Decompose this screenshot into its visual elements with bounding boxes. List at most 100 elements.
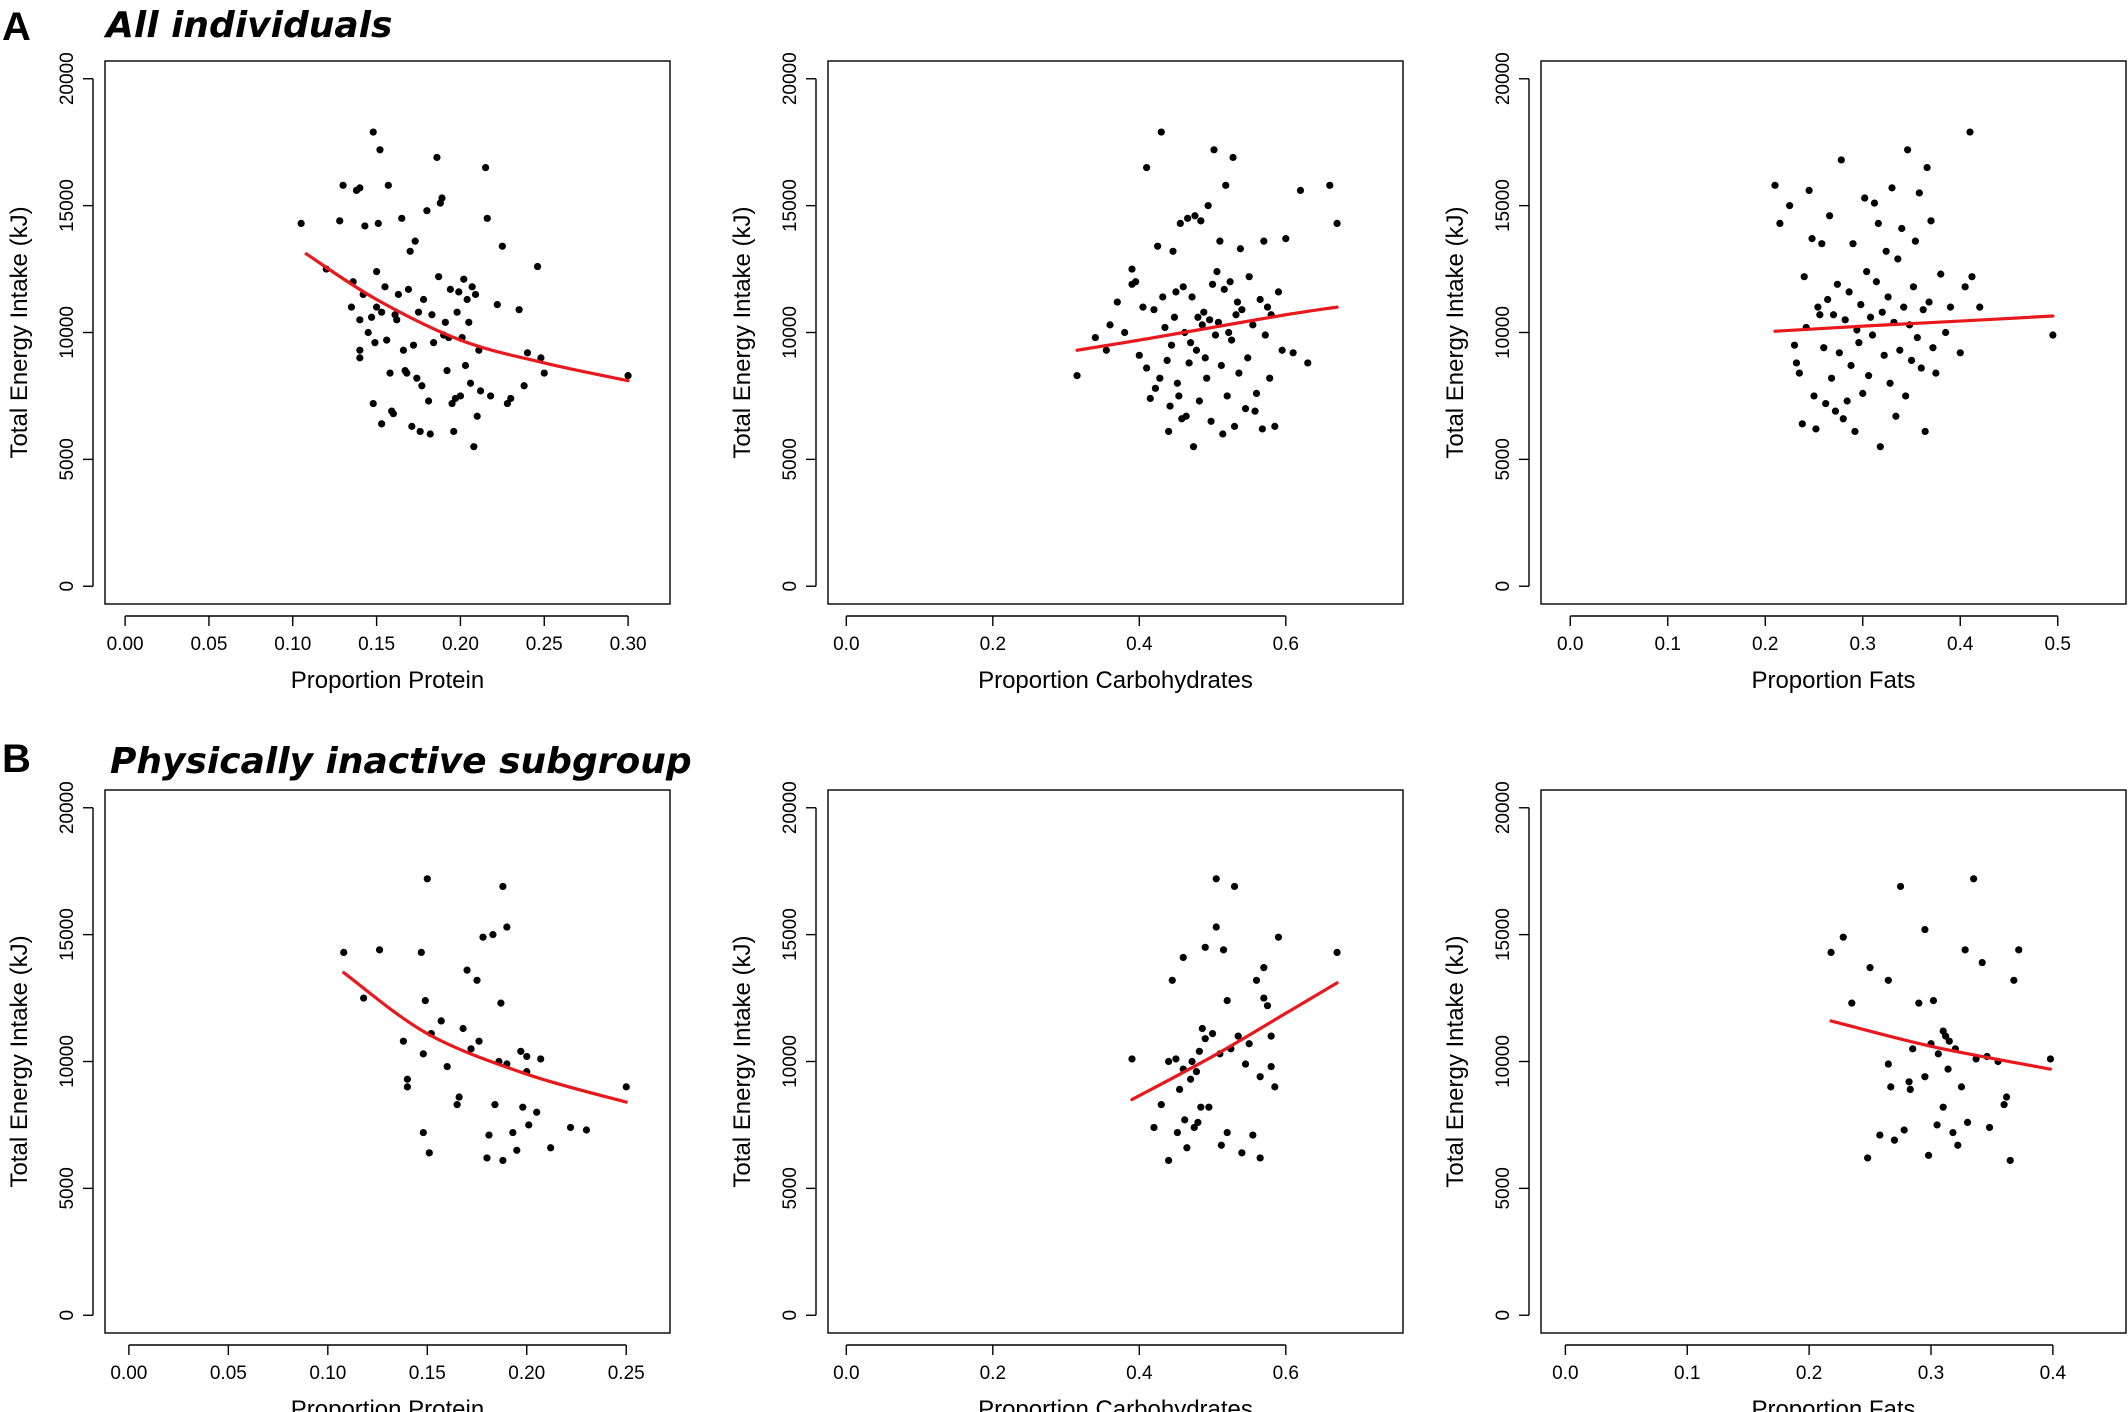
data-point [471,290,480,299]
data-point [1878,308,1886,316]
data-point [381,283,389,291]
data-point [523,1052,531,1061]
data-point [1917,364,1925,372]
data-point [1827,948,1835,956]
y-axis: 0 5000 10000 15000 20000 [57,781,94,1321]
data-point [1245,273,1253,281]
data-point [1835,349,1843,357]
data-point [394,290,402,299]
x-tick-label: 0.05 [210,1363,247,1384]
data-point [1190,1123,1198,1132]
data-point [1258,425,1266,433]
x-tick-label: 0.4 [1126,1363,1153,1384]
data-point [1205,1103,1213,1111]
data-point [466,379,475,387]
data-point [1256,295,1264,304]
data-point [1184,214,1192,222]
data-point [408,422,416,430]
data-point [456,392,465,400]
data-point [425,1149,433,1157]
x-axis: 0.0 0.2 0.4 0.6 [833,1344,1299,1384]
data-point [419,295,428,304]
data-point [1855,339,1863,347]
y-tick-label: 20000 [57,52,78,105]
data-point [525,1121,533,1129]
data-point [1798,420,1806,428]
y-tick-label: 10000 [1493,1035,1514,1088]
data-point [1179,953,1187,962]
data-point [426,430,434,438]
y-tick-label: 15000 [780,908,801,961]
y-axis-label: Total Energy Intake (kJ) [729,935,756,1187]
data-point [1165,1156,1173,1165]
data-point [450,427,458,436]
data-point [1163,356,1171,365]
x-tick-label: 0.2 [980,1363,1006,1384]
data-point [1195,397,1203,405]
x-axis-label: Proportion Fats [1751,667,1915,694]
data-point [1186,339,1195,347]
y-axis-label: Total Energy Intake (kJ) [1442,206,1469,458]
y-tick-label: 5000 [780,1167,801,1209]
data-point [443,1062,451,1071]
data-point [1808,235,1816,243]
data-point [1915,189,1923,197]
data-point [1225,328,1233,337]
data-point [1978,958,1986,967]
data-point [1863,268,1871,276]
data-point [1165,1057,1173,1066]
data-point [491,1101,499,1109]
plot-frame [827,60,1404,605]
data-point [1201,943,1209,951]
data-point [1132,278,1140,286]
x-axis-label: Proportion Fats [1751,1396,1915,1412]
y-axis: 0 5000 10000 15000 20000 [780,52,817,592]
data-point [1849,240,1857,248]
data-point [1154,242,1162,250]
data-point [416,427,424,436]
data-point [503,923,511,931]
data-point [1191,212,1199,220]
data-point [1073,372,1081,380]
data-point [421,997,429,1005]
data-point [520,382,528,390]
data-point [1827,374,1836,382]
data-point [413,374,421,382]
data-point [1927,217,1935,225]
data-point [519,1103,527,1111]
data-point [1167,341,1176,349]
data-point [1829,311,1838,319]
y-tick-label: 5000 [1493,1167,1514,1209]
data-point [1966,128,1974,136]
x-axis: 0.00 0.05 0.10 0.15 0.20 0.25 [110,1344,645,1384]
data-point [2015,946,2023,954]
data-point [297,219,305,227]
data-point [1197,1103,1205,1111]
data-point [465,318,473,326]
data-point [1911,237,1919,245]
data-point [404,285,413,293]
scatter-plot-3: 0.0 0.1 0.2 0.3 0.4 0.5 Proportion Fats 0 5000 10… [1442,52,2127,694]
data-point [1805,186,1813,195]
x-tick-label: 0.0 [1552,1363,1578,1384]
data-point [428,311,436,319]
data-point [1198,1024,1206,1033]
data-point [1274,288,1283,296]
data-point [1113,298,1121,306]
y-tick-label: 5000 [57,438,78,480]
data-point [1188,293,1196,301]
data-point [1102,346,1110,354]
data-point [1886,379,1894,387]
data-points [1827,875,2055,1165]
data-point [364,328,372,337]
data-point [1271,422,1279,430]
x-axis-label: Proportion Protein [291,667,484,694]
x-axis: 0.0 0.2 0.4 0.6 [833,615,1299,655]
y-tick-label: 0 [780,1310,801,1321]
data-point [1786,202,1794,210]
data-point [1929,344,1937,352]
data-point [537,354,545,362]
data-point [1208,1029,1217,1038]
data-point [1185,359,1193,367]
data-point [1244,354,1252,362]
